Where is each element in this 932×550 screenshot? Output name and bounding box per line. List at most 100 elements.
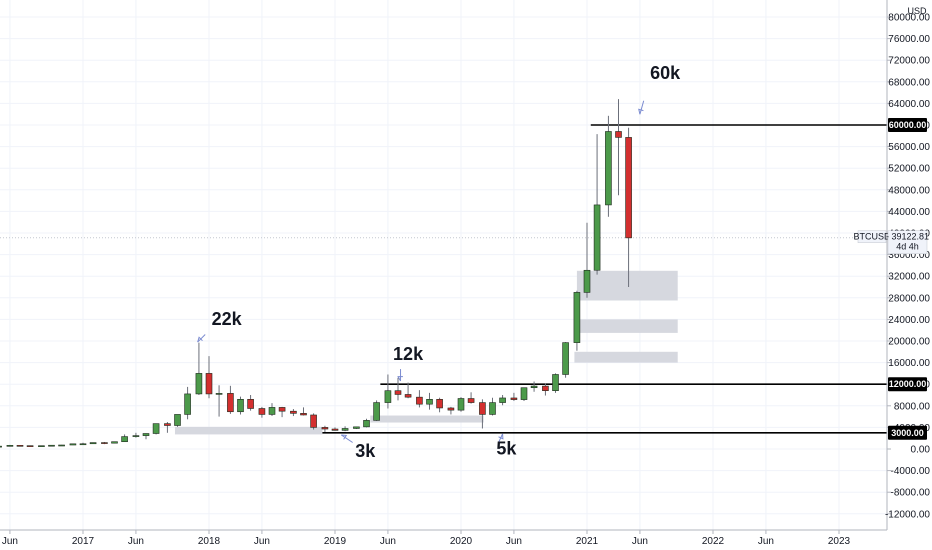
candle-body — [237, 399, 244, 413]
price-tick-label: 48000.00 — [888, 185, 930, 196]
candle-up — [48, 444, 55, 447]
price-tick-label: 20000.00 — [888, 337, 930, 348]
time-tick-label: Jun — [254, 536, 270, 547]
candle-body — [447, 407, 455, 411]
price-tick-label: 44000.00 — [888, 207, 930, 218]
support-zone — [579, 319, 678, 333]
candle-body — [436, 399, 443, 409]
price-tick-label: -8000.00 — [891, 488, 931, 499]
price-tick-label: 64000.00 — [888, 99, 930, 110]
candle-body — [625, 137, 632, 239]
candle-down — [278, 406, 286, 418]
price-tick-label: 76000.00 — [888, 34, 930, 45]
candle-body — [615, 131, 622, 138]
candle-body — [174, 414, 181, 426]
candle-body — [268, 407, 276, 415]
horizontal-levels[interactable] — [322, 124, 887, 434]
candle-up — [426, 392, 433, 410]
candle-body — [38, 445, 45, 448]
support-zone — [574, 351, 678, 363]
arrow-head — [498, 433, 504, 440]
candle-down — [394, 377, 402, 401]
price-tick-label: 24000.00 — [888, 315, 930, 326]
candle-up — [583, 222, 591, 298]
current-price-label: - 39122.81 — [886, 232, 929, 242]
candle-body — [132, 435, 140, 437]
candle-down — [310, 413, 317, 430]
arrow-head — [397, 376, 403, 382]
price-tick-label: 8000.00 — [894, 401, 931, 412]
candle-body — [227, 393, 234, 413]
price-tick-label: 16000.00 — [888, 358, 930, 369]
candle-up — [111, 441, 118, 444]
candle-body — [530, 385, 538, 389]
symbol-tag: BTCUSD — [853, 232, 891, 242]
level-price-label: 12000.00 — [889, 379, 927, 389]
candle-body — [593, 204, 601, 271]
price-tick-label: -4000.00 — [891, 466, 931, 477]
annotation-arrow — [341, 434, 353, 443]
grid — [0, 0, 887, 530]
time-tick-label: 2019 — [324, 536, 347, 547]
price-axis-background[interactable] — [887, 0, 932, 530]
candle-down — [416, 390, 423, 408]
candle-body — [164, 423, 171, 426]
candle-body — [247, 399, 254, 409]
candle-body — [457, 398, 465, 411]
candle-down — [300, 407, 307, 416]
time-tick-label: 2021 — [576, 536, 599, 547]
symbol-tag-box — [857, 230, 887, 243]
candle-up — [89, 442, 97, 445]
arrow-head — [341, 434, 348, 440]
candle-up — [499, 395, 506, 406]
time-tick-label: Jun — [506, 536, 522, 547]
candle-down — [331, 427, 339, 431]
price-tick-label: 0.00 — [911, 445, 931, 456]
candle-body — [152, 423, 160, 434]
candle-body — [499, 397, 506, 403]
candle-up — [384, 374, 392, 409]
arrow-shaft — [197, 334, 206, 343]
candle-body — [26, 445, 34, 447]
candle-body — [331, 428, 339, 431]
candle-up — [174, 414, 181, 427]
candle-body — [184, 393, 191, 415]
arrow-shaft — [639, 100, 645, 115]
time-axis: Jun 2017 Jun 2018 Jun 2019 Jun 2020 Jun 2021 Jun 20… — [2, 530, 851, 547]
candle-body — [58, 444, 65, 447]
candle-down — [615, 99, 622, 196]
candle-down — [479, 399, 486, 429]
candle-up — [593, 134, 601, 275]
annotation-arrow — [397, 369, 403, 382]
candle-up — [489, 397, 496, 416]
annotation-arrow — [498, 433, 504, 443]
candle-up — [121, 434, 128, 443]
candle-body — [467, 398, 475, 403]
candle-down — [205, 356, 213, 399]
support-zones — [174, 270, 678, 435]
price-tick-label: 80000.00 — [888, 13, 930, 24]
level-price-tag — [888, 425, 927, 440]
candle-body — [101, 442, 108, 444]
time-tick-label: Jun — [758, 536, 774, 547]
candle-body — [394, 390, 402, 395]
candle-body — [6, 445, 14, 447]
candle-down — [436, 397, 443, 413]
candle-up — [373, 400, 380, 421]
annotation-label: 5k — [496, 438, 517, 458]
candle-down — [290, 409, 297, 417]
candle-body — [373, 402, 380, 421]
time-tick-label: 2023 — [828, 536, 851, 547]
annotation-label: 3k — [355, 441, 376, 461]
level-price-tag — [888, 377, 927, 392]
candle-body — [16, 445, 24, 447]
candle-body — [215, 393, 223, 395]
annotation-arrow — [638, 100, 645, 115]
candle-up — [142, 433, 150, 440]
annotation-label: 60k — [650, 63, 681, 83]
arrow-head — [197, 336, 203, 343]
candle-body — [562, 342, 569, 375]
candle-up — [573, 290, 581, 351]
candle-up — [457, 397, 465, 412]
